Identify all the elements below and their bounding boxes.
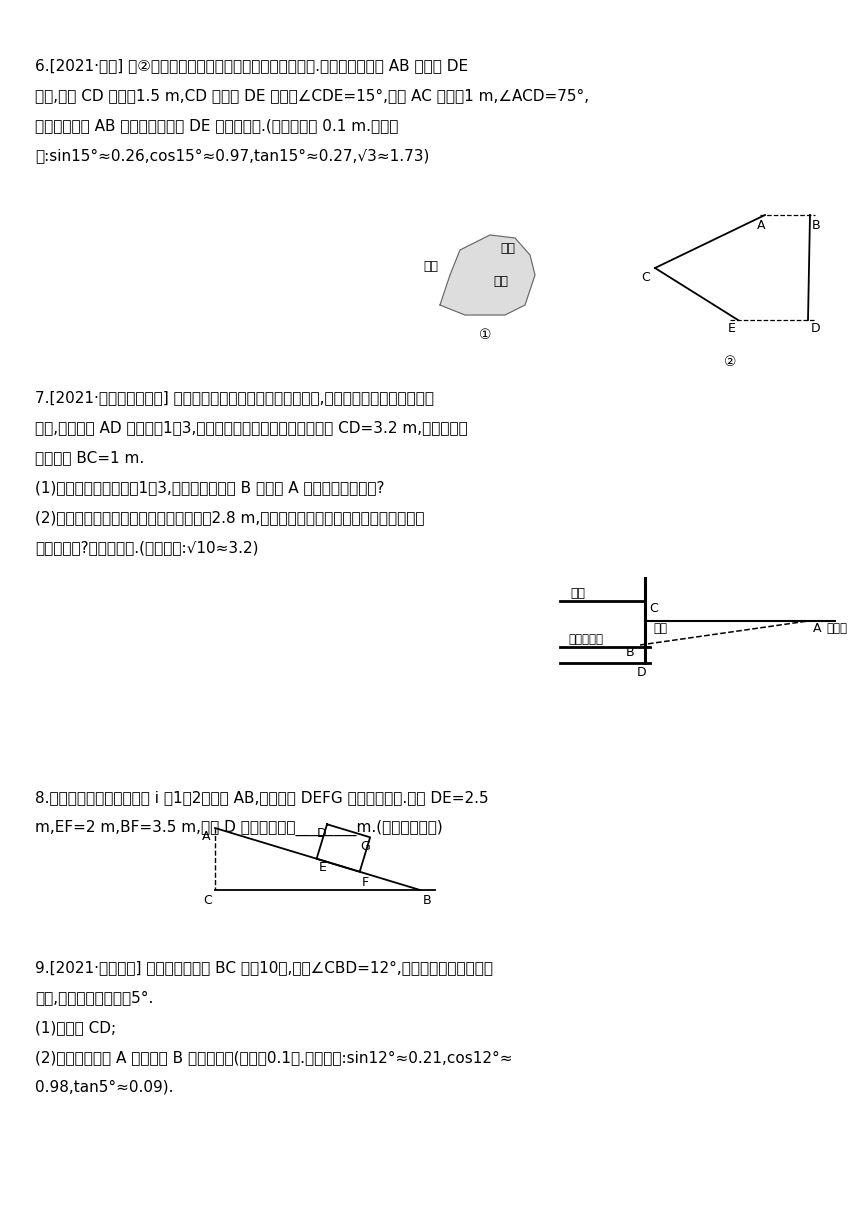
Text: B: B: [812, 219, 820, 232]
Text: B: B: [626, 646, 635, 659]
Text: 6.[2021·广安] 图②分别是某种型号跑步机的实物图与示意图.已知跑步机手柄 AB 与地面 DE: 6.[2021·广安] 图②分别是某种型号跑步机的实物图与示意图.已知跑步机手柄…: [35, 58, 468, 73]
Text: 一楼: 一楼: [570, 587, 585, 599]
Text: 平行,蹏板 CD 的长为1.5 m,CD 与地面 DE 的夹角∠CDE=15°,支架 AC 的长为1 m,∠ACD=75°,: 平行,蹏板 CD 的长为1.5 m,CD 与地面 DE 的夹角∠CDE=15°,…: [35, 88, 589, 103]
Text: D: D: [317, 827, 327, 840]
Text: 求跑步机手柄 AB 所在直线与地面 DE 之间的距离.(结果精确到 0.1 m.参考数: 求跑步机手柄 AB 所在直线与地面 DE 之间的距离.(结果精确到 0.1 m.…: [35, 118, 398, 133]
Text: C: C: [641, 271, 650, 285]
Polygon shape: [440, 235, 535, 315]
Text: 地下停车场: 地下停车场: [568, 634, 603, 646]
Text: E: E: [728, 322, 736, 334]
Text: 地平线: 地平线: [826, 623, 847, 635]
Text: D: D: [637, 666, 647, 679]
Text: (1)为保证斜坡的坡度为1：3,应在地面上距点 B 多远的 A 处开始斜坡的施工?: (1)为保证斜坡的坡度为1：3,应在地面上距点 B 多远的 A 处开始斜坡的施工…: [35, 480, 384, 495]
Text: 0.98,tan5°≈0.09).: 0.98,tan5°≈0.09).: [35, 1080, 174, 1094]
Text: A: A: [757, 219, 765, 232]
Text: 7.[2021·扬州江都区模拟] 时代购物广场要修建一个地下停车场,停车场的入口设计示意图如: 7.[2021·扬州江都区模拟] 时代购物广场要修建一个地下停车场,停车场的入口…: [35, 390, 434, 405]
Text: (1)求坡高 CD;: (1)求坡高 CD;: [35, 1020, 116, 1035]
Text: A: A: [813, 623, 821, 635]
Text: F: F: [362, 876, 369, 889]
Text: (2)求斜坡新起点 A 与原起点 B 之间的距离(精确到0.1米.参考数据:sin12°≈0.21,cos12°≈: (2)求斜坡新起点 A 与原起点 B 之间的距离(精确到0.1米.参考数据:si…: [35, 1049, 513, 1065]
Text: ②: ②: [724, 355, 736, 368]
Text: ①: ①: [479, 328, 491, 342]
Text: 8.如图水平面上有一个坡度 i 为1：2的斜坡 AB,矩形货柜 DEFG 放置在斜坡上.已知 DE=2.5: 8.如图水平面上有一个坡度 i 为1：2的斜坡 AB,矩形货柜 DEFG 放置在…: [35, 790, 488, 805]
Text: (2)如果给该购物广场送货的货车的高度为2.8 m,那么按这样的设计能否保证货车顺利进入: (2)如果给该购物广场送货的货车的高度为2.8 m,那么按这样的设计能否保证货车…: [35, 510, 425, 525]
Text: D: D: [811, 322, 820, 334]
Text: 支架: 支架: [423, 260, 438, 274]
Text: 地下停车场?并说明理由.(参考数据:√10≈3.2): 地下停车场?并说明理由.(参考数据:√10≈3.2): [35, 540, 259, 554]
Text: C: C: [203, 894, 212, 907]
Text: 踏板: 踏板: [493, 275, 508, 288]
Text: 据:sin15°≈0.26,cos15°≈0.97,tan15°≈0.27,√3≈1.73): 据:sin15°≈0.26,cos15°≈0.97,tan15°≈0.27,√3…: [35, 148, 429, 163]
Text: C: C: [649, 602, 658, 615]
Text: 通行,现准备把坡角降为5°.: 通行,现准备把坡角降为5°.: [35, 990, 153, 1004]
Text: 线的距离 BC=1 m.: 线的距离 BC=1 m.: [35, 450, 144, 465]
Text: B: B: [423, 894, 432, 907]
Text: 9.[2021·兴化期末] 如图有一段斜坡 BC 长为10米,坡角∠CBD=12°,为方便残疾人的轮椅车: 9.[2021·兴化期末] 如图有一段斜坡 BC 长为10米,坡角∠CBD=12…: [35, 959, 493, 975]
Text: 图示,其中斜坡 AD 的坡度为1：3,一樼到地下停车场地面的垂直高度 CD=3.2 m,一樼到地平: 图示,其中斜坡 AD 的坡度为1：3,一樼到地下停车场地面的垂直高度 CD=3.…: [35, 420, 468, 435]
Text: 入口: 入口: [653, 623, 667, 635]
Text: E: E: [318, 861, 327, 874]
Text: G: G: [360, 840, 370, 854]
Text: A: A: [202, 831, 211, 843]
Text: m,EF=2 m,BF=3.5 m,则点 D 离地面的高为________m.(结果保留根号): m,EF=2 m,BF=3.5 m,则点 D 离地面的高为________m.(…: [35, 820, 443, 837]
Text: 手柄: 手柄: [500, 242, 515, 255]
